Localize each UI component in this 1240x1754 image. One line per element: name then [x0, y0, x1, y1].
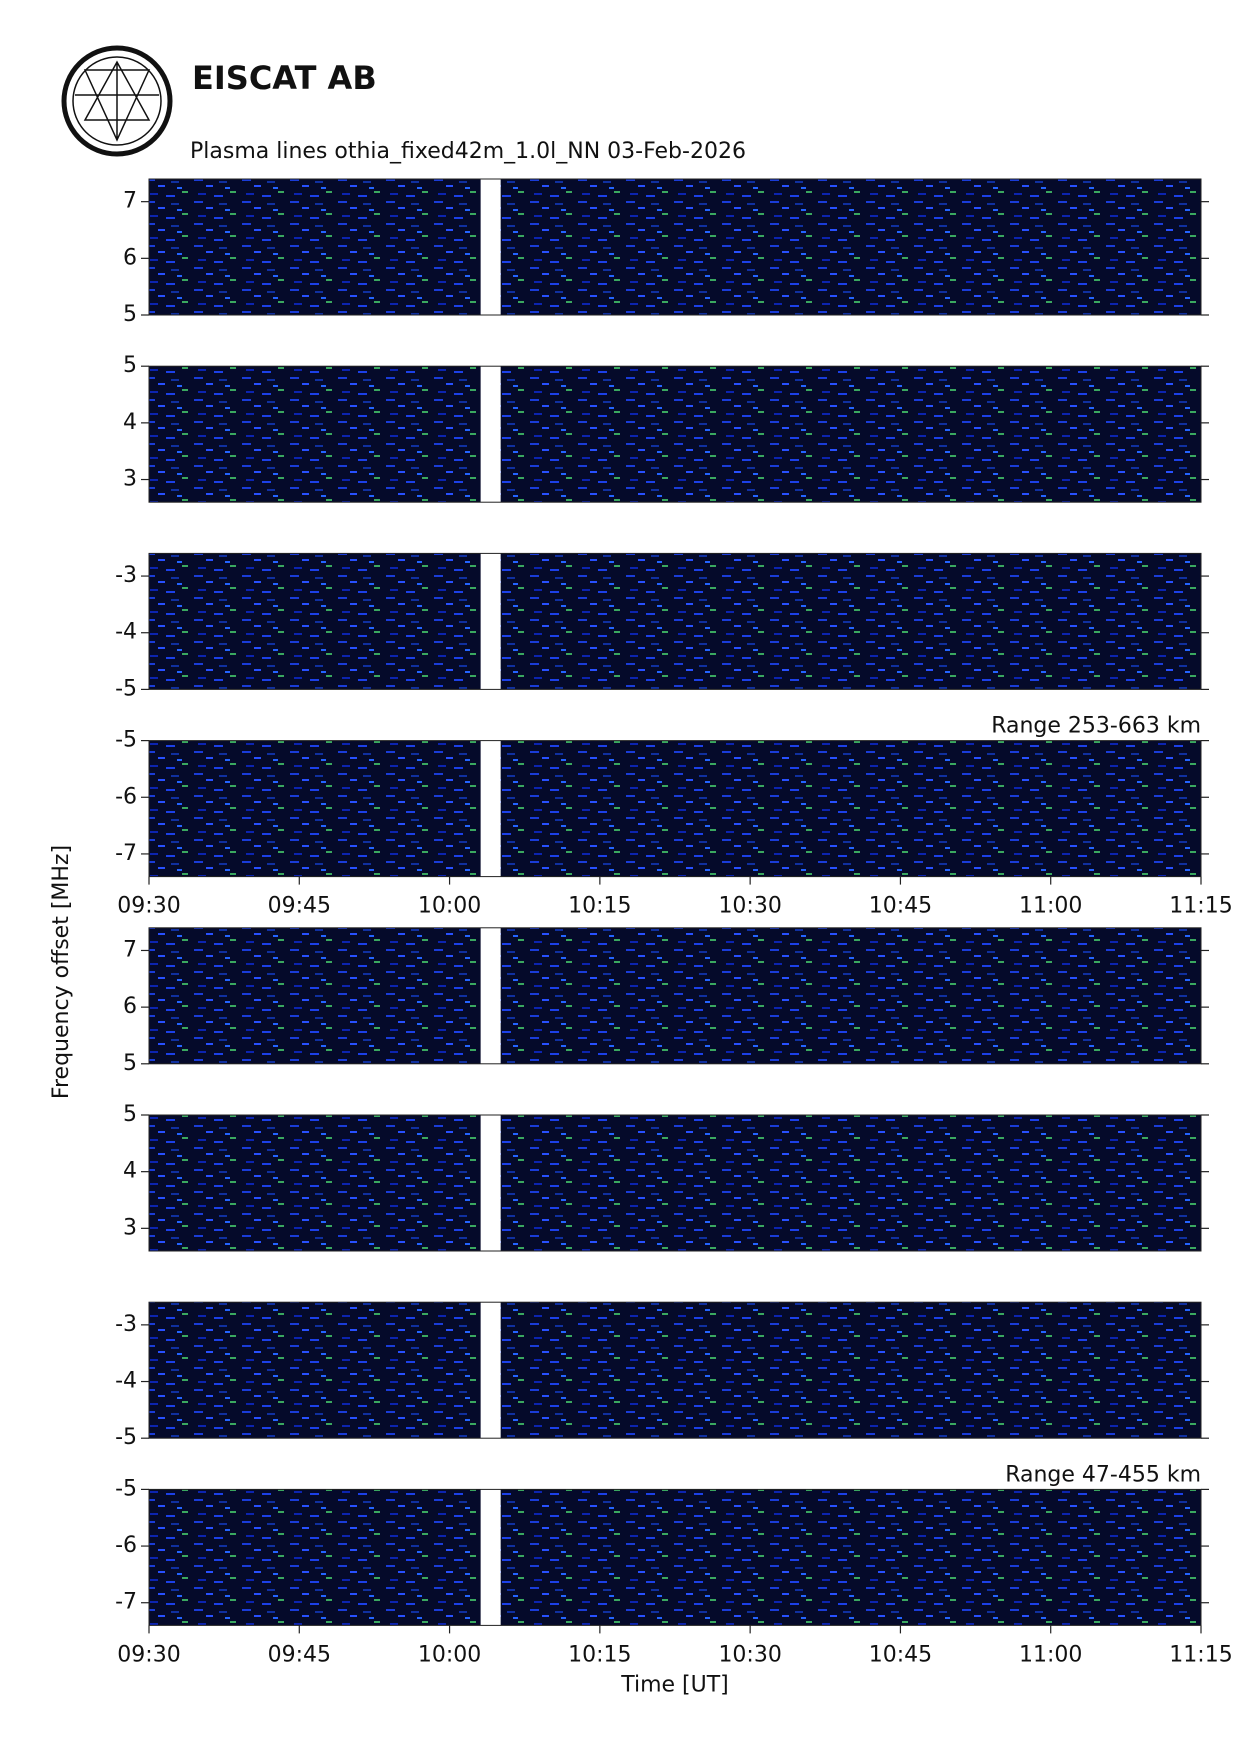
- y-tick-label: -4: [115, 1369, 137, 1394]
- x-tick-label: 09:30: [117, 894, 180, 919]
- x-tick-label: 09:30: [117, 1642, 180, 1667]
- data-gap: [480, 1302, 501, 1439]
- y-tick-label: -6: [115, 1533, 137, 1558]
- spectrogram: [149, 927, 1201, 1064]
- y-tick-label: 6: [123, 994, 137, 1019]
- panel-frame: [148, 927, 1202, 1065]
- y-tick-label: -6: [115, 784, 137, 809]
- panel-frame: [148, 1114, 1202, 1252]
- spectrogram: [149, 553, 1201, 690]
- data-gap: [480, 1489, 501, 1626]
- y-tick-label: 5: [123, 302, 137, 327]
- panel-frame: [148, 365, 1202, 503]
- y-tick-label: 5: [123, 1102, 137, 1127]
- spectrogram: [149, 1302, 1201, 1439]
- x-tick-label: 11:15: [1169, 894, 1232, 919]
- y-tick-label: -5: [115, 728, 137, 753]
- y-tick-label: -5: [115, 676, 137, 701]
- data-gap: [480, 553, 501, 690]
- y-tick-label: -4: [115, 620, 137, 645]
- y-tick-label: 5: [123, 1051, 137, 1076]
- data-gap: [480, 179, 501, 315]
- x-tick-label: 11:00: [1019, 894, 1082, 919]
- spectrogram: [149, 366, 1201, 503]
- x-tick-label: 10:15: [568, 894, 631, 919]
- data-gap: [480, 1115, 501, 1251]
- x-tick-label: 10:00: [418, 894, 481, 919]
- panel-frame: [148, 1488, 1202, 1626]
- y-tick-label: 5: [123, 353, 137, 378]
- range-annotation: Range 253-663 km: [991, 714, 1201, 739]
- x-tick-label: 11:15: [1169, 1642, 1232, 1667]
- data-gap: [480, 366, 501, 503]
- panel-frame: [148, 552, 1202, 690]
- panel-frame: [148, 178, 1202, 316]
- spectrogram: [149, 740, 1201, 877]
- y-tick-label: 4: [123, 1159, 137, 1184]
- y-axis-label: Frequency offset [MHz]: [49, 845, 74, 1099]
- x-tick-label: 10:15: [568, 1642, 631, 1667]
- y-tick-label: 3: [123, 1215, 137, 1240]
- logo: [61, 45, 173, 157]
- spectrogram: [149, 179, 1201, 315]
- y-tick-label: 4: [123, 410, 137, 435]
- y-tick-label: 7: [123, 189, 137, 214]
- y-tick-label: 6: [123, 245, 137, 270]
- x-tick-label: 09:45: [268, 894, 331, 919]
- x-tick-label: 10:00: [418, 1642, 481, 1667]
- spectrogram: [149, 1489, 1201, 1626]
- x-tick-label: 10:30: [718, 894, 781, 919]
- data-gap: [480, 740, 501, 877]
- y-tick-label: -7: [115, 841, 137, 866]
- x-tick-label: 10:45: [869, 894, 932, 919]
- x-tick-label: 10:30: [718, 1642, 781, 1667]
- subtitle: Plasma lines othia_fixed42m_1.0l_NN 03-F…: [190, 139, 746, 164]
- panel-frame: [148, 740, 1202, 878]
- y-tick-label: -3: [115, 563, 137, 588]
- y-tick-label: -7: [115, 1590, 137, 1615]
- y-tick-label: 3: [123, 467, 137, 492]
- x-tick-label: 10:45: [869, 1642, 932, 1667]
- panel-frame: [148, 1301, 1202, 1439]
- data-gap: [480, 927, 501, 1064]
- y-tick-label: -3: [115, 1312, 137, 1337]
- range-annotation: Range 47-455 km: [1005, 1462, 1201, 1487]
- y-tick-label: -5: [115, 1476, 137, 1501]
- spectrogram: [149, 1115, 1201, 1251]
- y-tick-label: 7: [123, 937, 137, 962]
- x-tick-label: 11:00: [1019, 1642, 1082, 1667]
- x-axis-label: Time [UT]: [620, 1672, 729, 1697]
- title: EISCAT AB: [192, 59, 377, 97]
- x-tick-label: 09:45: [268, 1642, 331, 1667]
- y-tick-label: -5: [115, 1425, 137, 1450]
